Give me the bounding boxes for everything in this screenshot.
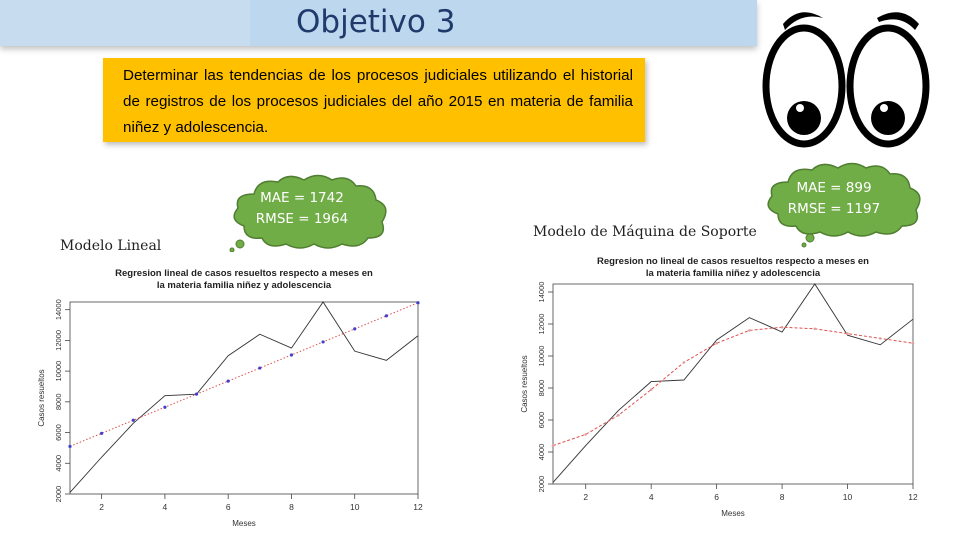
- fitted-point: [258, 366, 262, 370]
- observed-series-line: [552, 283, 914, 483]
- linear-regression-chart: Regresion lineal de casos resueltos resp…: [30, 262, 430, 538]
- left-pupil: [787, 101, 821, 135]
- fitted-series-line: [69, 302, 419, 447]
- fitted-point: [384, 314, 388, 318]
- fitted-point: [226, 379, 230, 383]
- left-model-label: Modelo Lineal: [60, 238, 162, 254]
- fitted-series-line: [552, 326, 914, 447]
- title-bar: Objetivo 3: [0, 0, 757, 46]
- y-tick-label: 12000: [54, 330, 63, 351]
- right-rmse: RMSE = 1197: [787, 201, 881, 217]
- x-tick-label: 4: [163, 502, 168, 512]
- fitted-point: [100, 431, 104, 435]
- y-tick-label: 10000: [54, 361, 63, 382]
- linear-regression-svg: Regresion lineal de casos resueltos resp…: [37, 268, 423, 528]
- y-tick-label: 14000: [537, 282, 546, 303]
- left-rmse: RMSE = 1964: [255, 211, 349, 227]
- fitted-point: [416, 301, 420, 305]
- fitted-point: [163, 405, 167, 409]
- fitted-point: [846, 332, 849, 335]
- left-metrics-cloud: [229, 174, 387, 252]
- y-tick-label: 8000: [54, 393, 63, 410]
- x-tick-label: 8: [289, 502, 294, 512]
- y-tick-label: 4000: [537, 444, 546, 461]
- fitted-point: [551, 444, 555, 447]
- fitted-point: [911, 341, 915, 345]
- observed-series-line: [69, 301, 419, 493]
- left-mae: MAE = 1742: [260, 190, 344, 206]
- y-tick-label: 12000: [537, 314, 546, 335]
- left-pupil-glint: [796, 104, 804, 112]
- fitted-point: [617, 413, 620, 417]
- x-tick-label: 6: [226, 502, 231, 512]
- x-tick-label: 2: [583, 492, 588, 502]
- fitted-point: [780, 325, 784, 329]
- title-bar-highlight: [0, 0, 250, 46]
- plot-frame: [552, 283, 914, 485]
- x-tick-label: 8: [780, 492, 785, 502]
- left-eye: [762, 24, 846, 148]
- x-axis-label: Meses: [721, 509, 745, 518]
- right-metrics-text: MAE = 899 RMSE = 1197: [778, 178, 890, 220]
- objective-box: Determinar las tendencias de los proceso…: [103, 58, 645, 142]
- y-tick-label: 2000: [537, 476, 546, 493]
- slide-title: Objetivo 3: [296, 4, 456, 40]
- y-tick-label: 6000: [537, 412, 546, 429]
- plot-frame: [69, 301, 419, 495]
- left-metrics-text: MAE = 1742 RMSE = 1964: [246, 188, 358, 230]
- left-eyebrow: [783, 12, 823, 30]
- fitted-point: [194, 392, 199, 396]
- fitted-point: [353, 327, 357, 331]
- fitted-point: [715, 341, 718, 345]
- right-pupil-glint: [880, 104, 888, 112]
- fitted-point: [584, 433, 588, 436]
- x-tick-label: 10: [350, 502, 360, 512]
- x-tick-label: 10: [843, 492, 853, 502]
- right-model-label: Modelo de Máquina de Soporte: [533, 224, 757, 240]
- x-tick-label: 2: [99, 502, 104, 512]
- fitted-point: [289, 353, 294, 357]
- y-tick-label: 10000: [537, 346, 546, 367]
- fitted-point: [813, 327, 817, 331]
- chart-title-line: Regresion lineal de casos resueltos resp…: [115, 268, 373, 279]
- chart-title-line: la materia familia niñez y adolescencia: [157, 280, 332, 291]
- fitted-point: [68, 444, 72, 448]
- x-tick-label: 12: [908, 492, 918, 502]
- chart-title-line: Regresion no lineal de casos resueltos r…: [597, 256, 869, 267]
- y-tick-label: 4000: [54, 455, 63, 472]
- chart-title-line: la materia familia niñez y adolescencia: [646, 268, 821, 279]
- y-tick-label: 8000: [537, 380, 546, 397]
- fitted-point: [748, 329, 751, 332]
- x-axis-label: Meses: [232, 519, 256, 528]
- x-tick-label: 6: [714, 492, 719, 502]
- y-axis-label: Casos resueltos: [37, 369, 46, 426]
- right-eye: [846, 24, 930, 148]
- y-tick-label: 14000: [54, 299, 63, 320]
- y-axis-label: Casos resueltos: [520, 355, 529, 412]
- cartoon-eyes-icon: [762, 12, 930, 148]
- fitted-point: [321, 340, 325, 344]
- x-tick-label: 12: [413, 502, 423, 512]
- fitted-point: [131, 418, 135, 422]
- x-tick-label: 4: [649, 492, 654, 502]
- y-tick-label: 2000: [54, 486, 63, 503]
- fitted-point: [682, 361, 686, 364]
- right-mae: MAE = 899: [796, 180, 872, 196]
- fitted-point: [649, 388, 653, 391]
- objective-text: Determinar las tendencias de los proceso…: [123, 67, 633, 136]
- right-metrics-cloud: [767, 162, 921, 248]
- svm-regression-chart: Regresion no lineal de casos resueltos r…: [515, 252, 925, 538]
- fitted-point: [878, 337, 882, 340]
- y-tick-label: 6000: [54, 424, 63, 441]
- svm-regression-svg: Regresion no lineal de casos resueltos r…: [520, 256, 918, 518]
- right-eyebrow: [877, 12, 919, 30]
- right-pupil: [871, 101, 905, 135]
